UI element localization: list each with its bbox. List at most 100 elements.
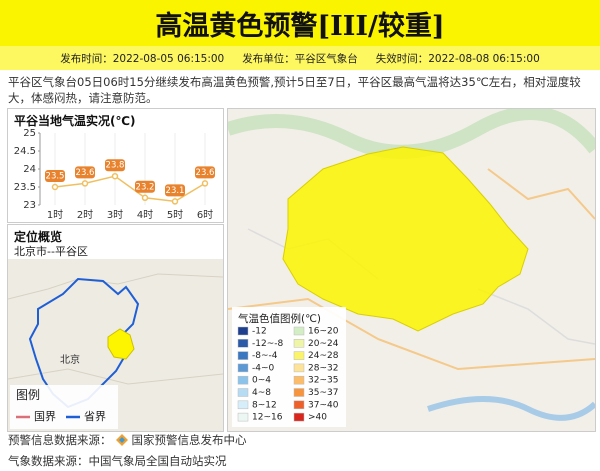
- y-tick-label: 25: [23, 128, 36, 139]
- map-road: [228, 297, 595, 371]
- label-box: [105, 159, 125, 172]
- legend-swatch: [237, 351, 249, 360]
- data-label: 23.6: [76, 168, 95, 178]
- legend-label: 0~4: [252, 376, 271, 386]
- x-tick-label: 2时: [77, 209, 93, 221]
- temperature-map-panel: 气温色值图例(℃) -12 -12~-8 -8~-4 -4~0 0~4 4~8 8~12 12…: [227, 108, 596, 432]
- legend-swatch: [293, 339, 305, 348]
- publisher: 发布单位：平谷区气象台: [242, 52, 358, 65]
- map-label: 北京: [60, 353, 80, 366]
- point: [201, 180, 209, 187]
- point: [111, 172, 119, 180]
- overview-map: 北京 图例 国界 省界: [8, 259, 223, 431]
- source-icon: [115, 434, 128, 446]
- source-label: 预警信息数据来源：: [8, 433, 112, 447]
- temperature-map: 气温色值图例(℃) -12 -12~-8 -8~-4 -4~0 0~4 4~8 8~12 12…: [228, 109, 595, 431]
- legend-label: -12~-8: [252, 339, 283, 349]
- map-road: [8, 368, 223, 385]
- legend-label: -8~-4: [252, 351, 278, 361]
- legend-swatch: [293, 326, 305, 336]
- legend-swatch: [293, 400, 305, 410]
- weather-source: 气象数据来源：中国气象局全国自动站实况: [8, 454, 227, 468]
- legend-box: [232, 307, 346, 427]
- river: [427, 396, 595, 421]
- label-box: [195, 166, 215, 179]
- data-label: 23.5: [46, 172, 65, 182]
- legend-items: 国界 省界: [16, 410, 106, 423]
- warning-title: 高温黄色预警[III/较重]: [155, 11, 445, 42]
- beijing-boundary: [28, 277, 140, 409]
- legend-label: 16~20: [308, 327, 339, 337]
- description: 平谷区气象台05日06时15分继续发布高温黄色预警,预计5日至7日，平谷区最高气…: [8, 75, 581, 105]
- expire-time: 失效时间：2022-08-08 06:15:00: [375, 52, 540, 65]
- legend-label: 4~8: [252, 388, 271, 398]
- legend-swatch: [237, 363, 249, 373]
- panel-subtitle: 北京市--平谷区: [14, 245, 88, 258]
- legend-swatch: [237, 326, 249, 336]
- x-tick-label: 3时: [107, 209, 123, 221]
- legend-label: 8~12: [252, 400, 277, 410]
- legend-label: 37~40: [308, 400, 339, 410]
- footer-line: 气象数据来源：中国气象局全国自动站实况: [8, 453, 227, 469]
- label-box: [135, 180, 155, 193]
- x-tick-label: 5时: [167, 209, 183, 221]
- footer-line: 预警信息数据来源： 国家预警信息发布中心: [8, 432, 247, 448]
- x-tick-label: 4时: [137, 209, 153, 221]
- data-label: 23.1: [166, 186, 185, 196]
- data-label: 23.8: [106, 161, 125, 171]
- legend-swatch: [237, 400, 249, 410]
- legend-box: [10, 385, 118, 429]
- legend-label: 国界: [34, 410, 56, 423]
- point: [141, 194, 149, 202]
- header-bar: [0, 0, 600, 46]
- map-road: [477, 288, 595, 345]
- legend-swatch: [293, 351, 305, 360]
- location-panel: 定位概览 北京市--平谷区 北京 图例 国界 省界: [7, 224, 224, 432]
- point: [81, 180, 89, 187]
- temperature-chart: 23 23.5 24 24.5 25 23.5 1时 23.6 2时 23.8 3时 23.2 4时 23…: [14, 128, 215, 221]
- legend-label: 32~35: [308, 376, 338, 386]
- pinggu-region: [107, 328, 135, 360]
- legend-swatch: [293, 363, 305, 373]
- legend-label: 省界: [84, 410, 106, 423]
- legend-label: -12: [252, 327, 267, 337]
- y-tick-label: 23: [23, 200, 36, 211]
- temperature-panel: 平谷当地气温实况(℃) 23 23.5 24 24.5 25 23.5 1时 23.6 2时 23…: [7, 108, 224, 223]
- legend-title: 气温色值图例(℃): [238, 312, 321, 325]
- label-box: [75, 166, 95, 179]
- legend-label: 24~28: [308, 351, 339, 361]
- legend-swatch: [293, 388, 305, 397]
- x-tick-label: 1时: [47, 209, 63, 221]
- y-tick-label: 23.5: [14, 182, 36, 193]
- x-tick-label: 6时: [197, 209, 213, 221]
- label-box: [45, 170, 65, 182]
- data-label: 23.6: [196, 168, 215, 178]
- legend-swatch: [293, 375, 305, 385]
- legend-title: 图例: [16, 388, 40, 402]
- panel-title: 定位概览: [14, 230, 63, 244]
- source-name: 国家预警信息发布中心: [131, 433, 247, 447]
- temperature-line: [54, 175, 206, 203]
- legend-items: -12 -12~-8 -8~-4 -4~0 0~4 4~8 8~12 12~16 16~20 20…: [237, 326, 339, 423]
- point: [51, 183, 59, 191]
- legend-label: >40: [308, 413, 327, 423]
- legend-swatch: [237, 388, 249, 397]
- legend-label: 28~32: [308, 363, 338, 373]
- legend-label: 35~37: [308, 388, 338, 398]
- legend-swatch: [237, 339, 249, 348]
- legend-swatch: [293, 412, 305, 422]
- legend-label: 12~16: [252, 413, 283, 423]
- map-road: [487, 168, 595, 220]
- legend-label: 20~24: [308, 339, 339, 349]
- legend-swatch: [237, 375, 249, 385]
- panel-title: 平谷当地气温实况(℃): [14, 114, 136, 128]
- legend-label: -4~0: [252, 363, 275, 373]
- point: [171, 198, 179, 205]
- data-label: 23.2: [136, 182, 155, 192]
- y-tick-label: 24.5: [14, 146, 36, 157]
- warning-area: [282, 146, 529, 332]
- legend-swatch: [237, 412, 249, 422]
- publish-time: 发布时间：2022-08-05 06:15:00: [60, 52, 225, 65]
- y-tick-label: 24: [23, 164, 36, 175]
